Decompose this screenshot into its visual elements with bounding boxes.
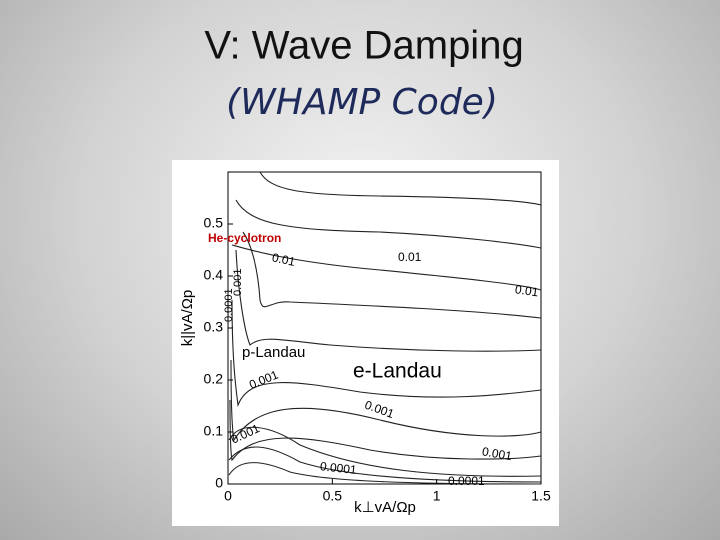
annotation: 0.0001 bbox=[223, 288, 235, 322]
x-axis-label: k⊥vA/Ωp bbox=[354, 499, 416, 516]
annotation: 0.0001 bbox=[319, 459, 357, 477]
x-tick-label: 0.5 bbox=[323, 488, 343, 504]
x-tick-label: 0 bbox=[224, 488, 232, 504]
x-tick-label: 1.5 bbox=[531, 488, 551, 504]
y-tick-label: 0 bbox=[215, 475, 223, 491]
y-tick-label: 0.2 bbox=[204, 371, 224, 387]
x-tick-label: 1 bbox=[433, 488, 441, 504]
y-tick-label: 0.3 bbox=[204, 319, 224, 335]
y-axis-label: k||vA/Ωp bbox=[179, 290, 196, 347]
annotation: e-Landau bbox=[353, 360, 442, 383]
annotation: 0.001 bbox=[481, 444, 513, 463]
y-tick-label: 0.5 bbox=[204, 215, 224, 231]
annotation: 0.01 bbox=[398, 250, 422, 264]
y-tick-label: 0.4 bbox=[204, 267, 224, 283]
annotation: 0.001 bbox=[232, 268, 244, 296]
contour-lines bbox=[228, 171, 542, 485]
annotation: 0.01 bbox=[271, 250, 297, 269]
y-tick-label: 0.1 bbox=[204, 423, 224, 439]
annotation: 0.01 bbox=[514, 282, 539, 299]
annotation: p-Landau bbox=[242, 344, 305, 361]
annotation: 0.0001 bbox=[448, 474, 485, 488]
slide-title: V: Wave Damping bbox=[204, 24, 523, 68]
annotation: He-cyclotron bbox=[208, 231, 281, 245]
plot-background bbox=[172, 160, 559, 526]
slide-subtitle: (WHAMP Code) bbox=[226, 82, 498, 123]
